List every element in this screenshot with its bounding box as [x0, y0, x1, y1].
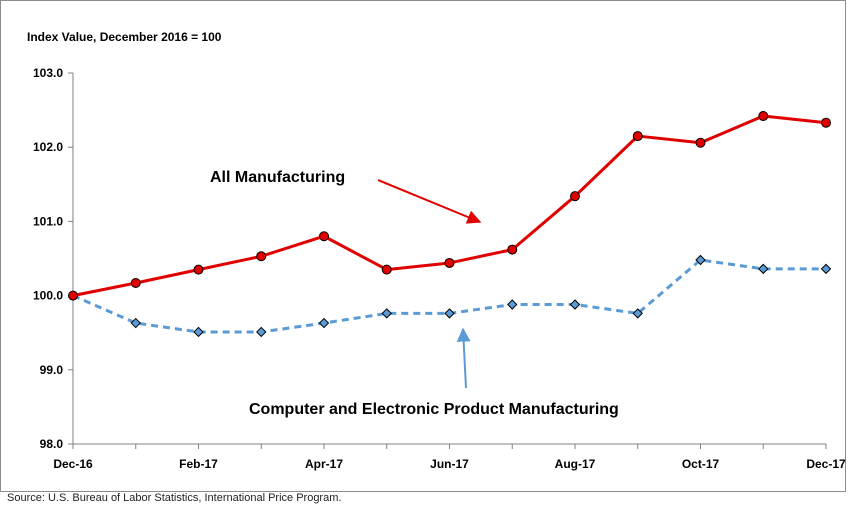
data-point [130, 277, 141, 288]
data-point [821, 117, 831, 128]
data-point [256, 251, 267, 262]
data-point [68, 290, 78, 301]
x-tick-label: Feb-17 [179, 457, 218, 471]
data-point [632, 131, 643, 142]
source-note: Source: U.S. Bureau of Labor Statistics,… [7, 492, 342, 504]
line-chart: 98.0 99.0 100.0 101.0 102.0 103.0 Dec-16 Feb-17… [33, 66, 846, 471]
series-layer [67, 111, 832, 338]
series-line-0 [72, 114, 827, 298]
data-point [256, 326, 267, 338]
x-tick-label: Dec-16 [53, 457, 93, 471]
y-tick-label: 103.0 [33, 66, 63, 80]
data-point [507, 299, 518, 310]
data-point [381, 264, 392, 275]
data-point [758, 111, 769, 122]
data-point [193, 264, 204, 275]
data-point [319, 231, 329, 242]
y-tick-label: 101.0 [33, 214, 63, 228]
data-point [193, 326, 204, 338]
data-point [318, 317, 330, 329]
y-tick-label: 99.0 [40, 363, 64, 377]
y-tick-label: 102.0 [33, 140, 63, 154]
annotation-arrow-blue [456, 327, 471, 389]
data-point [632, 308, 643, 319]
x-tick-label: Jun-17 [430, 457, 469, 471]
annotation-all-manufacturing: All Manufacturing [210, 169, 345, 186]
data-point [820, 263, 832, 275]
annotation-computer-electronic: Computer and Electronic Product Manufact… [249, 401, 619, 418]
data-point [695, 137, 706, 148]
y-tick-label: 100.0 [33, 289, 63, 303]
data-point [507, 244, 518, 255]
data-point [381, 308, 392, 319]
data-point [695, 254, 706, 266]
data-point [758, 263, 769, 275]
chart-frame [0, 0, 846, 492]
data-point [444, 257, 455, 268]
data-point [569, 299, 581, 310]
data-point [130, 317, 141, 329]
x-tick-label: Oct-17 [682, 457, 720, 471]
y-axis-title: Index Value, December 2016 = 100 [27, 30, 222, 44]
axes: 98.0 99.0 100.0 101.0 102.0 103.0 Dec-16 Feb-17… [33, 66, 846, 471]
x-tick-label: Aug-17 [555, 457, 596, 471]
x-tick-label: Dec-17 [806, 457, 846, 471]
x-tick-label: Apr-17 [305, 457, 343, 471]
annotations: All Manufacturing Computer and Electroni… [210, 169, 619, 418]
data-point [444, 308, 455, 319]
y-tick-label: 98.0 [40, 437, 64, 451]
data-point [570, 191, 580, 202]
annotation-arrow-red [377, 179, 482, 224]
